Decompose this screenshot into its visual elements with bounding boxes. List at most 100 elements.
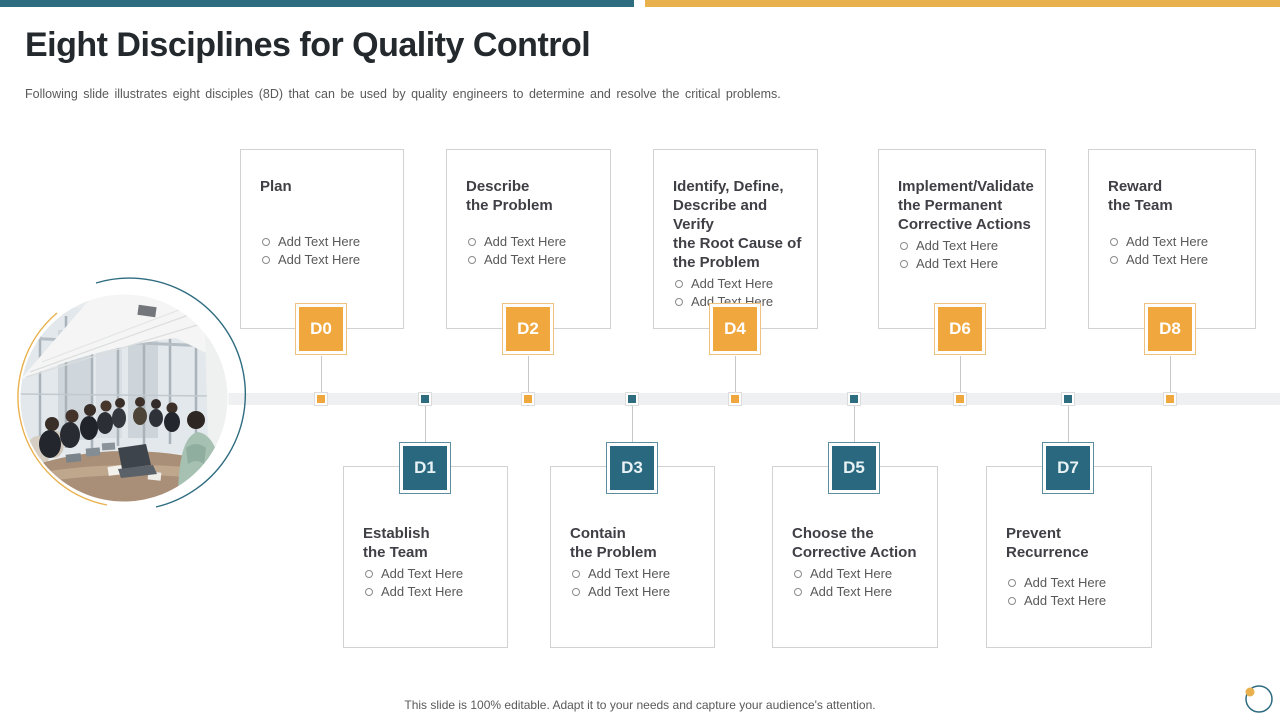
placeholder-text[interactable]: Add Text Here [363,565,501,583]
meeting-photo-illustration [17,277,246,508]
placeholder-text[interactable]: Add Text Here [466,251,604,269]
placeholder-text[interactable]: Add Text Here [673,275,811,293]
bullet-circle-icon [365,570,373,578]
card-title: Plan [260,178,292,195]
badge-d0: D0 [296,304,346,354]
orange-arc-decoration [17,312,108,506]
placeholder-text[interactable]: Add Text Here [1108,233,1249,251]
bullet-circle-icon [794,588,802,596]
card-d0: Plan Add Text Here Add Text Here [240,149,404,329]
accent-bar-teal [0,0,634,7]
timeline-marker-d1 [419,393,431,405]
connector-line [425,405,426,443]
bullet-circle-icon [572,570,580,578]
bullet-circle-icon [900,260,908,268]
bullet-circle-icon [675,280,683,288]
placeholder-text[interactable]: Add Text Here [792,583,931,601]
timeline-marker-d5 [848,393,860,405]
connector-line [1170,356,1171,393]
bullet-list: Add Text Here Add Text Here [1108,233,1249,269]
badge-d6: D6 [935,304,985,354]
placeholder-text[interactable]: Add Text Here [260,233,397,251]
placeholder-text[interactable]: Add Text Here [260,251,397,269]
timeline-marker-d8 [1164,393,1176,405]
bullet-circle-icon [675,298,683,306]
bullet-circle-icon [468,256,476,264]
corner-circle-decoration [1240,682,1276,718]
card-d5: Choose the Corrective Action Add Text He… [772,466,938,648]
placeholder-text[interactable]: Add Text Here [898,237,1039,255]
bullet-circle-icon [1008,579,1016,587]
accent-bar-orange [645,0,1280,7]
card-title: Choose the Corrective Action [792,525,917,561]
bullet-circle-icon [1008,597,1016,605]
placeholder-text[interactable]: Add Text Here [1006,592,1145,610]
card-d6: Implement/Validate the Permanent Correct… [878,149,1046,329]
badge-d8: D8 [1145,304,1195,354]
placeholder-text[interactable]: Add Text Here [570,565,708,583]
card-d1: Establish the Team Add Text Here Add Tex… [343,466,508,648]
placeholder-text[interactable]: Add Text Here [792,565,931,583]
card-d4: Identify, Define, Describe and Verify th… [653,149,818,329]
card-d2: Describe the Problem Add Text Here Add T… [446,149,611,329]
timeline-marker-d3 [626,393,638,405]
badge-d4: D4 [710,304,760,354]
page-subtitle: Following slide illustrates eight discip… [25,87,781,101]
timeline-marker-d4 [729,393,741,405]
bullet-list: Add Text Here Add Text Here [1006,574,1145,610]
card-title: Identify, Define, Describe and Verify th… [673,178,802,271]
bullet-list: Add Text Here Add Text Here [363,565,501,601]
card-d8: Reward the Team Add Text Here Add Text H… [1088,149,1256,329]
bullet-list: Add Text Here Add Text Here [466,233,604,269]
connector-line [854,405,855,443]
badge-d5: D5 [829,443,879,493]
bullet-circle-icon [1110,238,1118,246]
bullet-circle-icon [365,588,373,596]
connector-line [321,356,322,393]
bullet-list: Add Text Here Add Text Here [570,565,708,601]
placeholder-text[interactable]: Add Text Here [363,583,501,601]
placeholder-text[interactable]: Add Text Here [1006,574,1145,592]
timeline-band [228,393,1280,405]
connector-line [632,405,633,443]
timeline-marker-d0 [315,393,327,405]
card-title: Contain the Problem [570,525,657,561]
card-d3: Contain the Problem Add Text Here Add Te… [550,466,715,648]
card-title: Establish the Team [363,525,430,561]
placeholder-text[interactable]: Add Text Here [898,255,1039,273]
footer-note: This slide is 100% editable. Adapt it to… [404,698,876,712]
bullet-circle-icon [794,570,802,578]
bullet-list: Add Text Here Add Text Here [792,565,931,601]
page-title: Eight Disciplines for Quality Control [25,26,591,64]
bullet-circle-icon [262,238,270,246]
card-title: Implement/Validate the Permanent Correct… [898,178,1034,233]
badge-d3: D3 [607,443,657,493]
bullet-circle-icon [900,242,908,250]
teal-arc-decoration [95,277,246,508]
timeline-marker-d7 [1062,393,1074,405]
placeholder-text[interactable]: Add Text Here [1108,251,1249,269]
timeline-marker-d2 [522,393,534,405]
placeholder-text[interactable]: Add Text Here [570,583,708,601]
placeholder-text[interactable]: Add Text Here [466,233,604,251]
connector-line [528,356,529,393]
card-title: Reward the Team [1108,178,1173,214]
card-title: Describe the Problem [466,178,553,214]
connector-line [960,356,961,393]
connector-line [1068,405,1069,443]
connector-line [735,356,736,393]
badge-d7: D7 [1043,443,1093,493]
card-d7: Prevent Recurrence Add Text Here Add Tex… [986,466,1152,648]
card-title: Prevent Recurrence [1006,525,1089,561]
meeting-photo [0,268,248,530]
bullet-list: Add Text Here Add Text Here [260,233,397,269]
bullet-circle-icon [262,256,270,264]
timeline-marker-d6 [954,393,966,405]
badge-d2: D2 [503,304,553,354]
bullet-circle-icon [1110,256,1118,264]
bullet-circle-icon [572,588,580,596]
bullet-circle-icon [468,238,476,246]
badge-d1: D1 [400,443,450,493]
bullet-list: Add Text Here Add Text Here [898,237,1039,273]
